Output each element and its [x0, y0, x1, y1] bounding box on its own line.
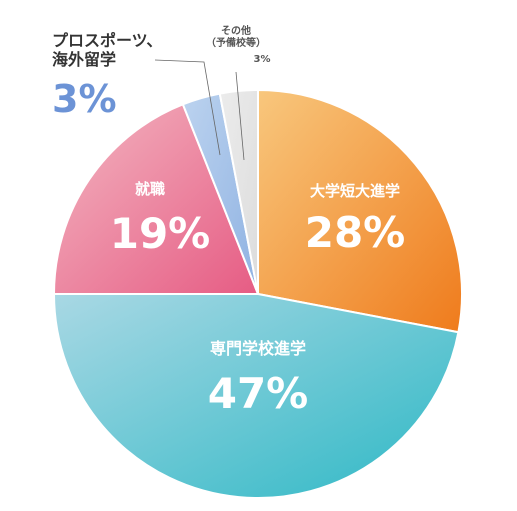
slice-value-3: 19%	[110, 209, 211, 258]
pie-slice-1	[257, 88, 463, 334]
leader-line-5	[235, 71, 245, 161]
pie-slice-2	[52, 293, 460, 499]
slice-value-2: 47%	[208, 369, 309, 418]
pie-slice-5	[218, 88, 259, 295]
slice-label-2: 専門学校進学	[210, 339, 306, 358]
slice-label-5: その他（予備校等）	[206, 24, 266, 49]
slice-value-5: 3%	[254, 54, 271, 65]
slice-label-3: 就職	[135, 180, 165, 198]
slice-value-1: 28%	[305, 208, 406, 257]
leader-line-4	[154, 59, 221, 156]
slice-label-1: 大学短大進学	[310, 182, 400, 200]
slice-label-4: プロスポーツ、海外留学	[52, 31, 162, 69]
slice-value-4: 3%	[52, 77, 117, 121]
pie-slice-3	[52, 103, 260, 295]
